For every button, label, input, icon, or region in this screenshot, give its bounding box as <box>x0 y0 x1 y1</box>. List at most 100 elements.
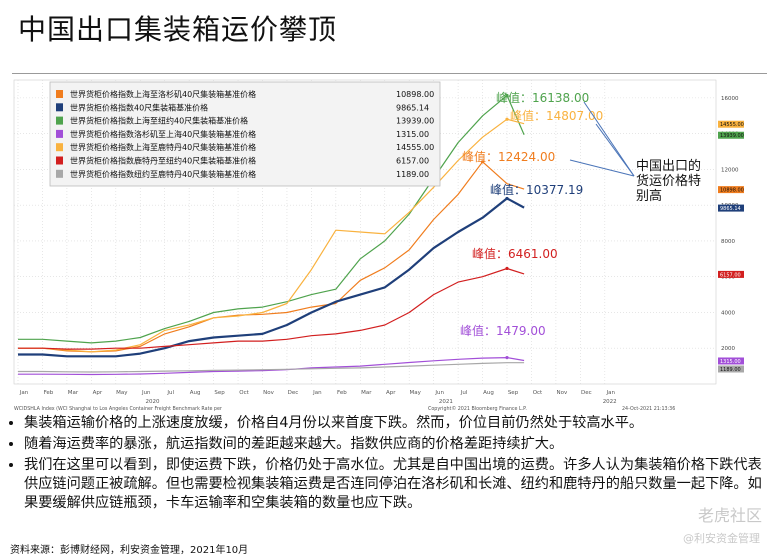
peak-value: 14807.00 <box>546 109 603 123</box>
bullet-item-2: 随着海运费率的暴涨，航运指数间的差距越来越大。指数供应商的价格差距持续扩大。 <box>24 435 770 454</box>
callout-arrow <box>569 159 635 177</box>
legend-value: 1189.00 <box>396 170 429 179</box>
x-tick-label: Mar <box>68 390 79 396</box>
x-year-label: 2020 <box>145 399 159 405</box>
series-line <box>18 94 525 344</box>
x-tick-label: Feb <box>337 390 347 396</box>
value-tag <box>718 186 744 194</box>
source-note: 资料来源：彭博财经网，利安资金管理，2021年10月 <box>10 545 249 556</box>
x-tick-label: Dec <box>581 390 592 396</box>
peak-label: 峰值： <box>472 246 508 261</box>
peak-label: 峰值： <box>510 108 546 123</box>
legend-swatch <box>56 169 63 178</box>
legend-value: 9865.14 <box>396 103 429 112</box>
value-tag <box>718 270 744 278</box>
series-line <box>18 362 525 373</box>
legend-label: 世界货柜价格指数洛杉矶至上海40尺集装箱基准价格 <box>70 129 256 139</box>
x-year-label: 2022 <box>603 399 617 405</box>
y-tick-label: 8000 <box>721 239 735 245</box>
x-tick-label: Nov <box>263 390 274 396</box>
bullet-item-1: 集装箱运输价格的上涨速度放缓，价格自4月份以来首度下跌。然而，价位目前仍然处于较… <box>24 414 770 433</box>
x-tick-label: May <box>410 390 422 396</box>
bullet-item-3: 我们在这里可以看到，即使运费下跌，价格仍处于高水位。尤其是自中国出境的运费。许多… <box>24 456 770 513</box>
x-tick-label: Jun <box>141 390 151 396</box>
legend-label: 世界货柜价格指数鹿特丹至纽约40尺集装箱基准价格 <box>70 156 256 166</box>
legend-swatch <box>56 156 63 165</box>
bullet-notes: 集装箱运输价格的上涨速度放缓，价格自4月份以来首度下跌。然而，价位目前仍然处于较… <box>8 414 770 515</box>
page-title: 中国出口集装箱运价攀顶 <box>18 13 338 46</box>
peak-annotation: 峰值：12424.00 <box>462 149 555 164</box>
peak-marker <box>505 196 509 201</box>
value-tag-label: 9865.14 <box>720 206 741 212</box>
footnote-mid: Copyright© 2021 Bloomberg Finance L.P. <box>428 405 527 412</box>
series-line <box>18 118 525 353</box>
value-tag-label: 13939.00 <box>720 133 744 139</box>
legend-value: 14555.00 <box>396 143 434 152</box>
x-tick-label: Mar <box>361 390 372 396</box>
peak-label: 峰值： <box>490 182 526 197</box>
legend-label: 世界货柜价格指数上海至鹿特丹40尺集装箱基准价格 <box>70 142 256 152</box>
peak-marker <box>505 117 509 121</box>
value-tag-label: 1189.00 <box>720 367 741 373</box>
peak-marker <box>505 93 509 98</box>
x-tick-label: Aug <box>483 390 494 396</box>
peak-annotation: 峰值：6461.00 <box>472 246 558 261</box>
legend-swatch <box>56 129 63 138</box>
title-divider <box>12 73 767 74</box>
value-tag <box>718 357 744 365</box>
peak-annotation: 峰值：1479.00 <box>460 323 546 338</box>
x-tick-label: Sep <box>508 390 519 396</box>
value-tag <box>718 131 744 139</box>
series-line <box>18 197 525 358</box>
callout-text: 中国出口的 <box>636 158 701 174</box>
callout-arrow <box>595 123 635 177</box>
y-tick-label: 16000 <box>721 96 739 102</box>
peak-value: 12424.00 <box>498 150 555 164</box>
x-tick-label: Jun <box>434 390 444 396</box>
x-tick-label: Oct <box>239 390 249 396</box>
peak-marker <box>480 160 485 164</box>
watermark-handle: @利安资金管理 <box>683 532 760 545</box>
y-tick-label: 12000 <box>721 167 739 173</box>
peak-marker <box>505 355 509 360</box>
y-tick-label: 4000 <box>721 310 735 316</box>
peak-value: 1479.00 <box>496 324 546 338</box>
peak-label: 峰值： <box>496 90 532 105</box>
footnote-right: 24-Oct-2021 21:13:36 <box>622 406 675 412</box>
x-tick-label: Jan <box>312 390 322 396</box>
value-tag <box>718 120 744 128</box>
value-tag-label: 6157.00 <box>720 272 741 278</box>
x-tick-label: May <box>116 390 128 396</box>
x-tick-label: Jul <box>460 390 468 396</box>
value-tag <box>718 204 744 212</box>
value-tag <box>718 365 744 373</box>
x-tick-label: Sep <box>214 390 225 396</box>
series-line <box>18 357 525 376</box>
legend-box <box>49 81 441 187</box>
x-tick-label: Oct <box>533 390 543 396</box>
shipping-rate-chart: Jan Feb Mar Apr May Jun Jul Aug Sep Oct Nov Dec Jan F… <box>13 79 744 412</box>
value-tag-label: 14555.00 <box>720 122 744 128</box>
legend-swatch <box>56 116 63 125</box>
x-tick-label: Jan <box>19 390 29 396</box>
peak-marker <box>505 266 509 271</box>
value-tag-label: 1315.00 <box>720 359 741 365</box>
peak-label: 峰值： <box>462 149 498 164</box>
callout-text: 货运价格特 <box>636 173 701 189</box>
x-tick-label: Apr <box>386 390 396 396</box>
x-tick-label: Jul <box>166 390 174 396</box>
legend-swatch <box>56 143 63 152</box>
peak-value: 16138.00 <box>532 91 589 105</box>
footnote-left: WCIDSHLA Index (WCI Shanghai to Los Ange… <box>14 406 222 412</box>
x-tick-label: Dec <box>288 390 299 396</box>
peak-annotation: 峰值：10377.19 <box>490 182 583 197</box>
series-line <box>18 267 525 350</box>
peak-label: 峰值： <box>460 323 496 338</box>
legend-swatch <box>56 103 63 112</box>
legend-label: 世界货柜价格指数上海至洛杉矶40尺集装箱基准价格 <box>70 89 256 99</box>
watermark-logo: 老虎社区 <box>697 506 762 525</box>
x-tick-label: Feb <box>44 390 54 396</box>
peak-annotation: 峰值：14807.00 <box>510 108 603 123</box>
x-tick-label: Nov <box>557 390 568 396</box>
y-tick-label: 2000 <box>721 346 735 352</box>
